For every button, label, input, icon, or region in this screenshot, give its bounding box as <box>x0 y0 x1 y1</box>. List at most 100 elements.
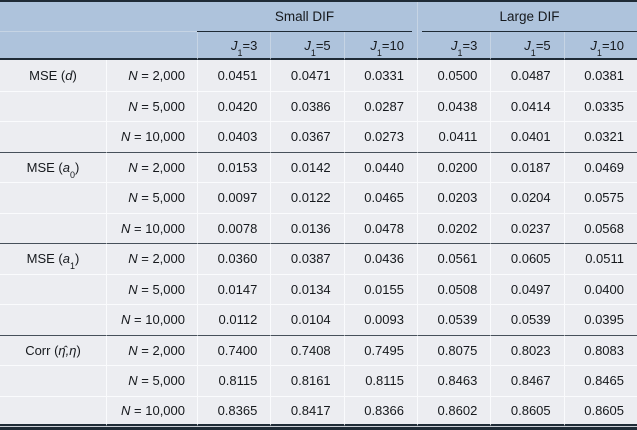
value-cell: 0.0093 <box>343 304 417 335</box>
value-cell: 0.0321 <box>563 121 637 152</box>
value-cell: 0.0438 <box>416 90 491 121</box>
n-rest: = 5,000 <box>137 98 185 114</box>
group-label-spacer <box>0 304 106 335</box>
n-var: N <box>128 190 138 206</box>
group-label-var: a <box>62 159 70 175</box>
value-cell: 0.0202 <box>416 212 491 243</box>
value-cell: 0.0204 <box>490 182 564 213</box>
value-cell: 0.0400 <box>563 273 637 304</box>
value-cell: 0.0287 <box>343 90 417 121</box>
spanner-large-dif: Large DIF <box>416 2 637 32</box>
n-var: N <box>128 251 138 267</box>
value-cell: 0.8115 <box>197 365 271 396</box>
group-label-text: MSE ( <box>26 251 63 267</box>
value-cell: 0.0508 <box>416 273 491 304</box>
row-label-n2000: N = 2,000 <box>106 334 197 365</box>
value-cell: 0.0381 <box>563 60 637 91</box>
group-label-text: Corr ( <box>25 342 59 358</box>
row-label-n2000: N = 2,000 <box>106 60 197 91</box>
value-cell: 0.0203 <box>416 182 491 213</box>
value-cell: 0.0331 <box>343 60 417 91</box>
value-cell: 0.8605 <box>490 395 564 426</box>
value-cell: 0.0122 <box>270 182 344 213</box>
row-label-n5000: N = 5,000 <box>106 90 197 121</box>
row-label-n10000: N = 10,000 <box>106 304 197 335</box>
value-cell: 0.0153 <box>197 151 271 182</box>
value-cell: 0.0147 <box>197 273 271 304</box>
value-cell: 0.0568 <box>563 212 637 243</box>
row-label-n2000: N = 2,000 <box>106 243 197 274</box>
n-var: N <box>121 129 131 145</box>
col-header-large-j3: J1=3 <box>416 32 491 60</box>
n-var: N <box>128 159 138 175</box>
table-row: N = 10,000 0.0078 0.0136 0.0478 0.0202 0… <box>0 212 637 243</box>
group-label-text: ) <box>72 67 77 83</box>
value-cell: 0.8083 <box>563 334 637 365</box>
group-label-text: MSE ( <box>26 159 63 175</box>
col-sub: 1 <box>310 47 316 58</box>
corner-cell-2 <box>0 32 197 60</box>
group-label-spacer <box>0 365 106 396</box>
value-cell: 0.0575 <box>563 182 637 213</box>
value-cell: 0.8023 <box>490 334 564 365</box>
n-var: N <box>128 373 138 389</box>
col-header-large-j10: J1=10 <box>563 32 637 60</box>
value-cell: 0.0497 <box>490 273 564 304</box>
n-var: N <box>128 342 138 358</box>
value-cell: 0.0500 <box>416 60 491 91</box>
value-cell: 0.0187 <box>490 151 564 182</box>
n-rest: = 5,000 <box>137 281 185 297</box>
value-cell: 0.0360 <box>197 243 271 274</box>
table-body: MSE (d) N = 2,000 0.0451 0.0471 0.0331 0… <box>0 60 637 426</box>
col-sub: 1 <box>530 47 536 58</box>
value-cell: 0.0097 <box>197 182 271 213</box>
n-var: N <box>121 312 131 328</box>
n-var: N <box>128 98 138 114</box>
n-rest: = 2,000 <box>137 159 185 175</box>
col-rest: =3 <box>242 37 258 53</box>
table-row: N = 5,000 0.0097 0.0122 0.0465 0.0203 0.… <box>0 182 637 213</box>
group-label-spacer <box>0 182 106 213</box>
n-rest: = 10,000 <box>130 129 185 145</box>
value-cell: 0.0440 <box>343 151 417 182</box>
col-rest: =10 <box>381 37 404 53</box>
group-label-spacer <box>0 212 106 243</box>
row-label-n5000: N = 5,000 <box>106 182 197 213</box>
spanner-small-dif: Small DIF <box>197 2 417 32</box>
group-label-corr-eta: Corr (η̂,η) <box>0 334 106 365</box>
value-cell: 0.0561 <box>416 243 491 274</box>
group-label-text: ) <box>76 342 81 358</box>
value-cell: 0.7495 <box>343 334 417 365</box>
col-sub: 1 <box>457 47 463 58</box>
group-label-sub: 0 <box>70 169 76 180</box>
col-header-small-j3: J1=3 <box>197 32 271 60</box>
spanner-large-dif-label: Large DIF <box>499 8 560 24</box>
value-cell: 0.0414 <box>490 90 564 121</box>
row-label-n5000: N = 5,000 <box>106 273 197 304</box>
value-cell: 0.0078 <box>197 212 271 243</box>
table-row: N = 10,000 0.0112 0.0104 0.0093 0.0539 0… <box>0 304 637 335</box>
value-cell: 0.0605 <box>490 243 564 274</box>
n-rest: = 10,000 <box>130 402 185 418</box>
value-cell: 0.8467 <box>490 365 564 396</box>
col-var: J <box>370 37 377 53</box>
value-cell: 0.0465 <box>343 182 417 213</box>
value-cell: 0.8161 <box>270 365 344 396</box>
col-rest: =10 <box>601 37 624 53</box>
value-cell: 0.0387 <box>270 243 344 274</box>
value-cell: 0.0411 <box>416 121 491 152</box>
table-header: Small DIF Large DIF J1=3 J1=5 J1=10 J1=3… <box>0 2 637 60</box>
value-cell: 0.0401 <box>490 121 564 152</box>
row-label-n10000: N = 10,000 <box>106 121 197 152</box>
value-cell: 0.0142 <box>270 151 344 182</box>
n-rest: = 10,000 <box>130 312 185 328</box>
group-label-var: d <box>65 67 73 83</box>
value-cell: 0.0104 <box>270 304 344 335</box>
col-var: J <box>304 37 311 53</box>
group-label-spacer <box>0 395 106 426</box>
group-label-spacer <box>0 90 106 121</box>
bottom-rule-gap <box>0 426 637 427</box>
value-cell: 0.0155 <box>343 273 417 304</box>
value-cell: 0.8366 <box>343 395 417 426</box>
col-rest: =5 <box>315 37 331 53</box>
